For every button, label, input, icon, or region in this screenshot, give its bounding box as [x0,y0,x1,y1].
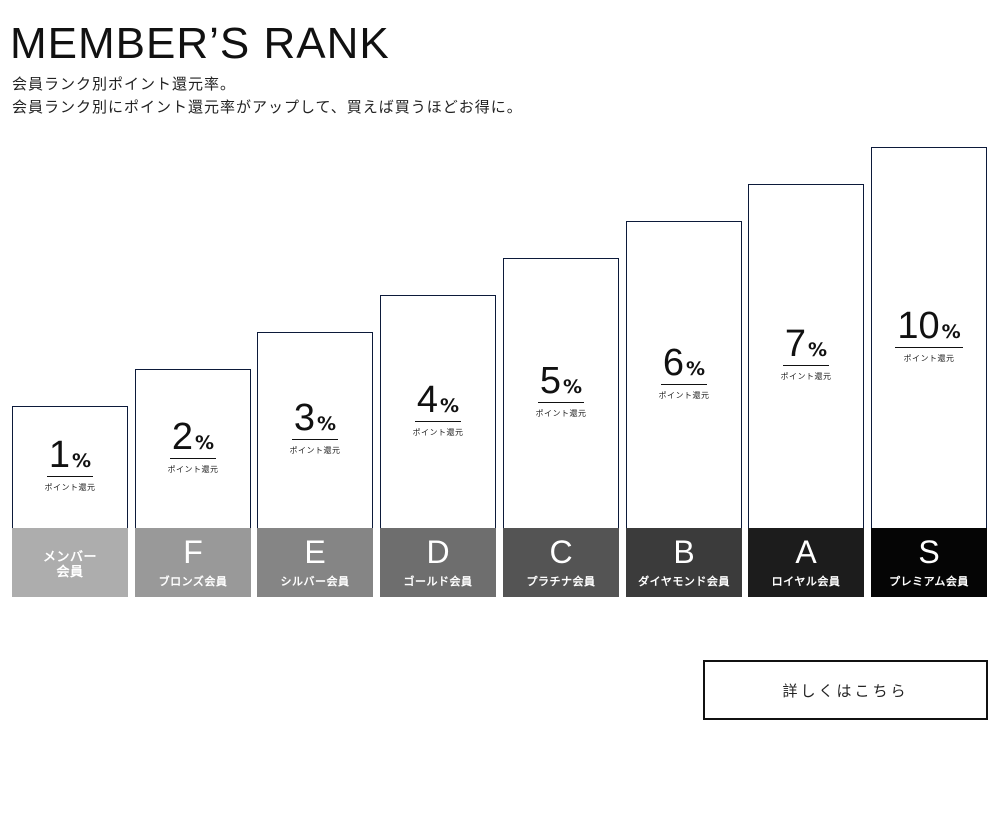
point-rate: 10% ポイント還元 [872,306,986,364]
point-rate-value: 3% [291,397,339,440]
rank-grade: F [183,534,203,570]
bar-rank-D: 4% ポイント還元 [380,295,496,528]
rank-name: プラチナ会員 [526,575,596,588]
rank-label-member: メンバー 会員 [12,528,128,597]
rank-name: メンバー 会員 [42,550,97,580]
percent-sign: % [440,394,460,417]
percent-sign: % [72,450,92,472]
rank-name: ダイヤモンド会員 [638,575,730,588]
point-rate-caption: ポイント還元 [44,483,96,492]
rank-label-S: S プレミアム会員 [871,528,987,597]
rank-grade: A [795,534,817,570]
point-rate: 4% ポイント還元 [381,380,495,438]
point-rate-value: 4% [414,378,462,422]
rank-name: ゴールド会員 [403,575,473,588]
page-title: MEMBER’S RANK [10,19,390,68]
rank-label-C: C プラチナ会員 [503,528,619,597]
bar-rank-E: 3% ポイント還元 [257,332,373,528]
rank-name: プレミアム会員 [889,575,969,588]
point-rate-value: 1% [46,434,94,477]
bar-rank-A: 7% ポイント還元 [748,184,864,528]
point-rate: 3% ポイント還元 [258,398,372,456]
point-rate-value: 2% [169,415,217,459]
point-rate: 5% ポイント還元 [504,361,618,419]
rank-label-D: D ゴールド会員 [380,528,496,597]
rank-name: ロイヤル会員 [771,575,841,588]
point-rate-value: 6% [660,341,708,385]
subtitle-line-2: 会員ランク別にポイント還元率がアップして、買えば買うほどお得に。 [12,98,523,116]
rank-label-F: F ブロンズ会員 [135,528,251,597]
point-rate-caption: ポイント還元 [780,372,832,381]
point-rate: 6% ポイント還元 [627,343,741,401]
rank-label-A: A ロイヤル会員 [748,528,864,597]
point-rate-caption: ポイント還元 [903,353,955,363]
rank-grade: B [673,534,695,570]
percent-sign: % [941,320,961,343]
point-rate: 1% ポイント還元 [13,435,127,493]
point-rate: 2% ポイント還元 [136,417,250,475]
point-rate-number: 5 [539,360,562,402]
point-rate-number: 10 [897,304,940,347]
bar-rank-member: 1% ポイント還元 [12,406,128,528]
point-rate-number: 1 [48,434,71,476]
rank-grade: C [549,534,573,570]
percent-sign: % [195,431,215,454]
point-rate-number: 6 [662,341,685,384]
bar-rank-S: 10% ポイント還元 [871,147,987,528]
point-rate: 7% ポイント還元 [749,324,863,382]
point-rate-value: 7% [782,323,830,366]
point-rate-value: 5% [537,360,585,403]
bar-rank-B: 6% ポイント還元 [626,221,742,528]
point-rate-number: 7 [784,323,807,365]
point-rate-caption: ポイント還元 [658,390,710,400]
rank-label-B: B ダイヤモンド会員 [626,528,742,597]
percent-sign: % [808,339,828,361]
point-rate-caption: ポイント還元 [535,409,587,418]
rank-grade: E [304,534,326,570]
rank-label-E: E シルバー会員 [257,528,373,597]
rank-grade: S [918,534,940,570]
rank-name: ブロンズ会員 [158,575,228,588]
rank-name: シルバー会員 [280,575,350,588]
rank-chart: 1% ポイント還元メンバー 会員 2% ポイント還元 F ブロンズ会員 3% ポイント還元 E シ… [12,147,987,597]
point-rate-value: 10% [895,304,963,348]
point-rate-caption: ポイント還元 [167,464,219,474]
bar-rank-C: 5% ポイント還元 [503,258,619,528]
subtitle-line-1: 会員ランク別ポイント還元率。 [12,75,237,93]
rank-grade: D [426,534,450,570]
point-rate-number: 2 [171,415,194,458]
point-rate-caption: ポイント還元 [289,446,341,455]
details-button[interactable]: 詳しくはこちら [703,660,988,720]
point-rate-number: 3 [293,397,316,439]
percent-sign: % [563,376,583,398]
point-rate-number: 4 [416,378,439,421]
percent-sign: % [686,357,706,380]
percent-sign: % [317,413,337,435]
point-rate-caption: ポイント還元 [412,427,464,437]
bar-rank-F: 2% ポイント還元 [135,369,251,528]
